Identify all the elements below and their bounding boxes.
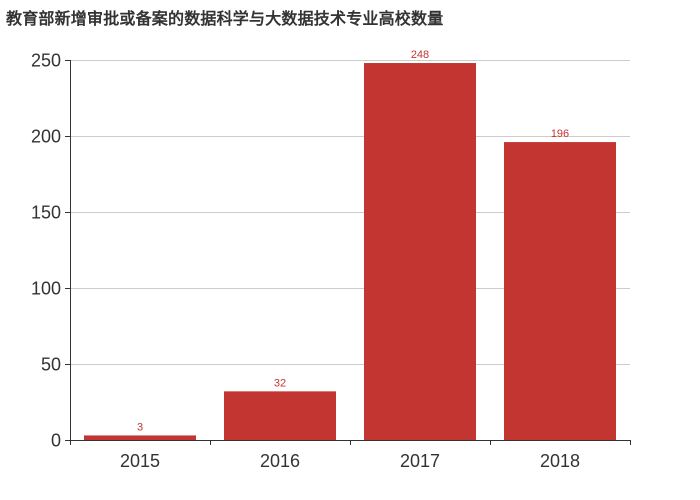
value-label: 3 bbox=[137, 421, 143, 433]
bar-2015 bbox=[84, 435, 196, 440]
y-tick-label: 200 bbox=[31, 127, 61, 147]
bars bbox=[84, 63, 616, 440]
y-tick-label: 50 bbox=[41, 355, 61, 375]
bar-2018 bbox=[504, 142, 616, 440]
chart-title: 教育部新增审批或备案的数据科学与大数据技术专业高校数量 bbox=[6, 9, 444, 28]
value-label: 32 bbox=[274, 377, 286, 389]
x-tick-label: 2017 bbox=[400, 451, 440, 471]
x-tick-label: 2016 bbox=[260, 451, 300, 471]
y-tick-label: 150 bbox=[31, 203, 61, 223]
y-tick-label: 100 bbox=[31, 279, 61, 299]
bar-2016 bbox=[224, 391, 336, 440]
y-tick-label: 250 bbox=[31, 51, 61, 71]
labels: 0 50 100 150 200 250 3 2015 32 2016 248 2017 196 2018 bbox=[31, 49, 580, 471]
x-tick-label: 2015 bbox=[120, 451, 160, 471]
x-tick-label: 2018 bbox=[540, 451, 580, 471]
bar-2017 bbox=[364, 63, 476, 440]
value-label: 248 bbox=[411, 49, 429, 61]
value-label: 196 bbox=[551, 128, 569, 140]
axes bbox=[65, 60, 631, 445]
y-tick-label: 0 bbox=[51, 431, 61, 451]
